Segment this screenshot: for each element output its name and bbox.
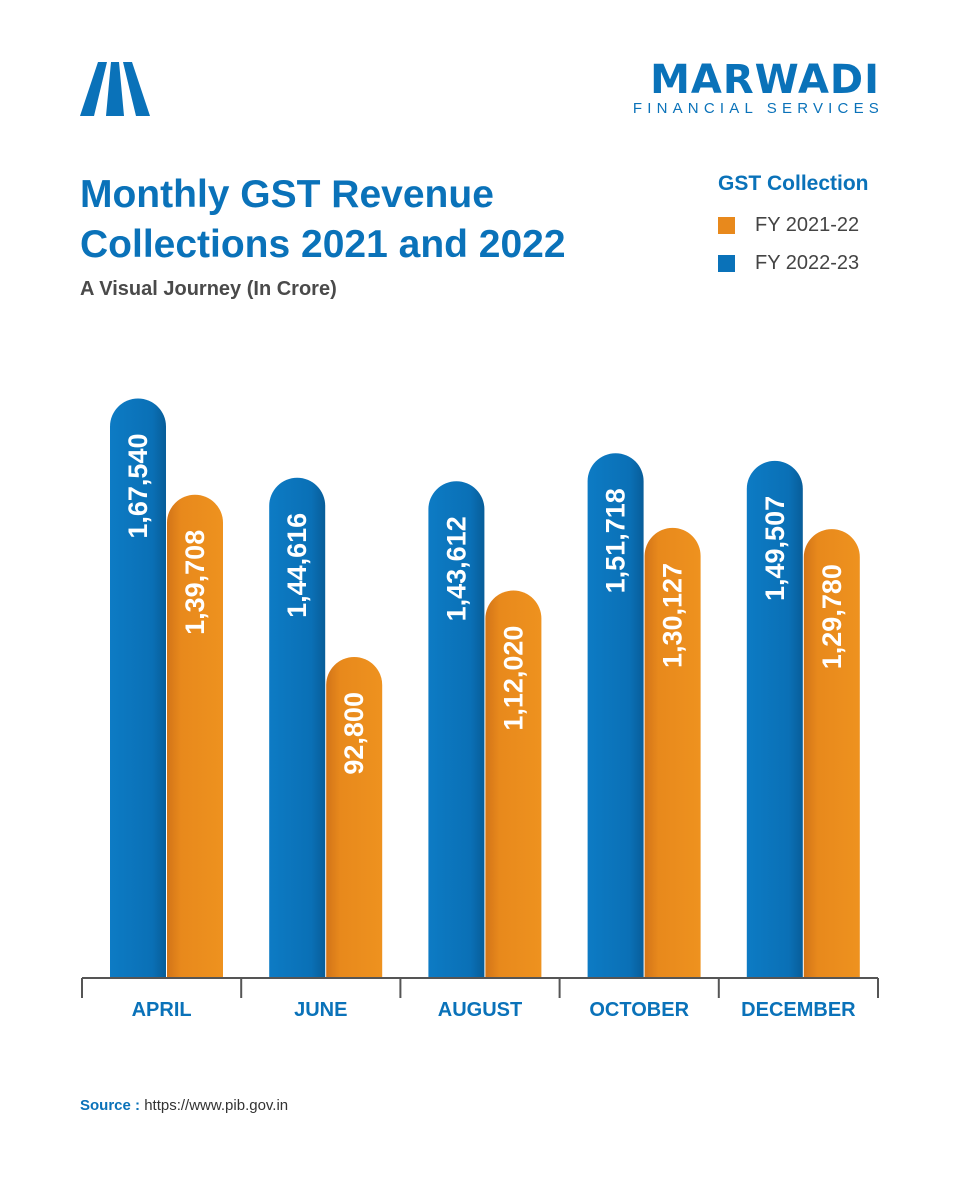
bar-value-label: 1,51,718 <box>601 488 631 593</box>
bar-fy2021-22 <box>803 529 860 978</box>
legend-label: FY 2022-23 <box>755 251 860 274</box>
legend-item-fy2022: FY 2022-23 <box>718 244 888 282</box>
x-tick-label: JUNE <box>294 999 347 1021</box>
bar-fy2021-22 <box>167 494 223 978</box>
chart-title: Monthly GST Revenue Collections 2021 and… <box>80 173 566 266</box>
bar-chart: 1,39,708 1,67,540 92,800 1,44,616 1,12,020 1,… <box>81 398 879 1021</box>
brand-block: MARWADI FINANCIAL SERVICES <box>633 58 880 117</box>
bar-value-label: 1,49,507 <box>760 496 790 601</box>
legend-label: FY 2021-22 <box>755 213 860 236</box>
legend-swatch-orange <box>718 216 735 234</box>
chart-subtitle: A Visual Journey (In Crore) <box>80 278 337 300</box>
bar-value-label: 1,43,612 <box>441 516 471 621</box>
source-note: Source : https://www.pib.gov.in <box>80 1097 288 1114</box>
x-tick-label: OCTOBER <box>589 999 689 1021</box>
bar-fy2021-22 <box>644 527 701 978</box>
brand-name: MARWADI <box>650 57 880 103</box>
x-tick-label: APRIL <box>132 999 192 1021</box>
bar-fy2021-22 <box>326 657 383 978</box>
legend-title: GST Collection <box>718 172 869 195</box>
bar-fy2022-23 <box>110 398 166 979</box>
bar-value-label: 92,800 <box>339 692 369 775</box>
bar-fy2022-23 <box>587 453 644 978</box>
legend: GST Collection FY 2021-22 FY 2022-23 <box>718 172 888 282</box>
bar-value-label: 1,39,708 <box>180 530 210 635</box>
bar-fy2022-23 <box>428 481 485 978</box>
bar-value-label: 1,29,780 <box>817 564 847 669</box>
legend-item-fy2021: FY 2021-22 <box>718 206 888 244</box>
bar-fy2022-23 <box>269 477 326 978</box>
bar-value-label: 1,30,127 <box>658 563 688 668</box>
bar-value-label: 1,44,616 <box>282 513 312 618</box>
brand-tagline: FINANCIAL SERVICES <box>632 100 884 117</box>
x-tick-label: DECEMBER <box>741 999 856 1021</box>
bar-value-label: 1,12,020 <box>498 626 528 731</box>
x-tick-label: AUGUST <box>438 999 522 1021</box>
road-stripes-logo-icon <box>80 62 150 116</box>
bar-fy2021-22 <box>485 590 542 978</box>
bar-value-label: 1,67,540 <box>123 434 153 539</box>
legend-swatch-blue <box>718 254 735 272</box>
bar-fy2022-23 <box>746 460 803 978</box>
source-url: https://www.pib.gov.in <box>144 1097 289 1114</box>
source-label: Source : <box>80 1097 141 1114</box>
